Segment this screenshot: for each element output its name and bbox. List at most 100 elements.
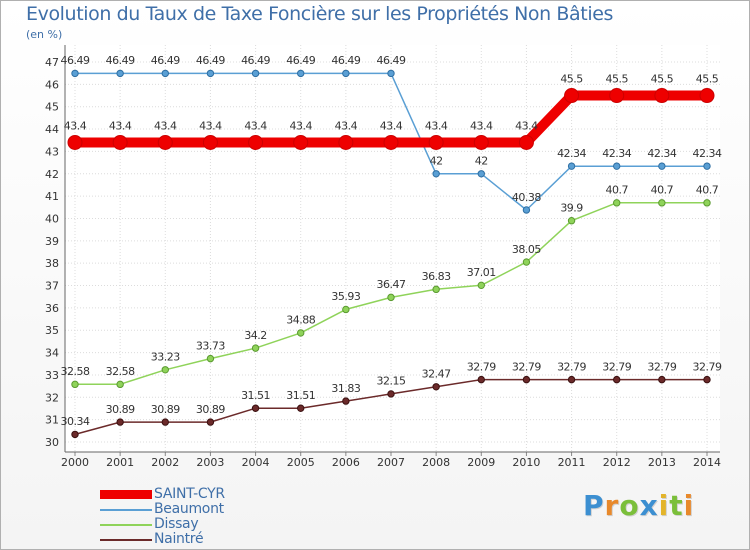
data-point-saint-cyr-2000	[67, 134, 83, 150]
data-label-dissay-2003: 33.73	[196, 339, 225, 352]
data-point-saint-cyr-2009	[473, 134, 489, 150]
x-tick-label-2004: 2004	[242, 456, 270, 469]
x-tick-label-2010: 2010	[512, 456, 540, 469]
data-point-naintre-2010	[522, 375, 531, 384]
data-label-dissay-2013: 40.7	[651, 184, 674, 197]
data-point-dissay-2008	[432, 285, 440, 294]
data-label-beaumont-2013: 42.34	[647, 147, 676, 160]
legend-swatch-saint-cyr	[100, 490, 152, 499]
data-point-beaumont-2001	[116, 69, 124, 78]
logo-letter-0: P	[583, 489, 605, 522]
data-label-naintre-2009: 32.79	[467, 360, 496, 373]
x-tick-label-2006: 2006	[332, 456, 360, 469]
y-tick-label-47: 47	[45, 56, 59, 69]
y-tick-label-42: 42	[45, 168, 59, 181]
data-label-dissay-2000: 32.58	[61, 365, 90, 378]
legend-label-beaumont: Beaumont	[154, 501, 224, 517]
axes: 30 31 32 33 34 35 36 37 38 39 40 41 42 43 44 45 46 47 2000…	[45, 45, 721, 469]
data-label-dissay-2008: 36.83	[422, 270, 451, 283]
data-label-beaumont-2005: 46.49	[286, 54, 315, 67]
data-point-naintre-2000	[71, 430, 79, 439]
data-point-dissay-2000	[71, 380, 79, 389]
data-label-dissay-2009: 37.01	[467, 266, 496, 279]
data-labels: 46.49 46.49 46.49 46.49 46.49 46.49 46.49 46.49…	[61, 54, 723, 428]
x-tick-label-2000: 2000	[61, 456, 89, 469]
data-label-beaumont-2001: 46.49	[106, 54, 135, 67]
logo-letter-5: t	[669, 489, 684, 522]
data-label-saint-cyr-2013: 45.5	[651, 73, 674, 86]
y-tick-label-34: 34	[45, 347, 59, 360]
y-tick-label-31: 31	[45, 414, 59, 427]
grid	[65, 45, 720, 452]
data-label-naintre-2007: 32.15	[377, 375, 406, 388]
data-label-naintre-2000: 30.34	[61, 415, 90, 428]
data-point-dissay-2013	[658, 199, 666, 207]
data-point-dissay-2012	[613, 199, 621, 207]
data-point-naintre-2009	[477, 375, 485, 384]
y-tick-label-35: 35	[45, 324, 59, 337]
data-point-saint-cyr-2006	[338, 134, 354, 150]
data-point-naintre-2004	[251, 404, 260, 412]
series-group	[67, 69, 715, 439]
data-point-beaumont-2010	[522, 206, 531, 214]
data-point-naintre-2001	[116, 418, 124, 426]
data-label-saint-cyr-2002: 43.4	[154, 119, 177, 132]
y-tick-label-44: 44	[45, 123, 59, 136]
data-label-saint-cyr-2005: 43.4	[289, 119, 312, 132]
data-point-dissay-2014	[703, 199, 711, 207]
y-tick-label-40: 40	[45, 212, 59, 225]
data-point-dissay-2001	[116, 380, 124, 389]
data-point-naintre-2011	[567, 375, 576, 384]
data-point-dissay-2010	[522, 258, 531, 266]
legend: SAINT-CYR Beaumont Dissay Naintré	[100, 486, 225, 547]
y-tick-label-32: 32	[45, 391, 59, 404]
data-point-naintre-2003	[206, 418, 215, 426]
data-label-naintre-2002: 30.89	[151, 403, 180, 416]
x-tick-label-2008: 2008	[422, 456, 450, 469]
data-label-dissay-2010: 38.05	[512, 243, 541, 256]
data-label-saint-cyr-2007: 43.4	[380, 119, 403, 132]
legend-swatch-beaumont	[100, 508, 152, 511]
data-label-beaumont-2009: 42	[475, 155, 488, 168]
data-point-beaumont-2012	[613, 162, 621, 170]
data-point-dissay-2005	[297, 329, 305, 337]
data-point-saint-cyr-2007	[383, 134, 399, 150]
logo-letter-2: o	[619, 489, 640, 522]
data-label-saint-cyr-2012: 45.5	[605, 73, 628, 86]
data-label-saint-cyr-2000: 43.4	[64, 119, 87, 132]
data-point-dissay-2004	[251, 344, 260, 352]
data-label-naintre-2008: 32.47	[422, 368, 451, 381]
data-point-beaumont-2000	[71, 69, 79, 78]
data-label-beaumont-2000: 46.49	[61, 54, 90, 67]
data-label-beaumont-2010: 40.38	[512, 191, 541, 204]
chart-title: Evolution du Taux de Taxe Foncière sur l…	[26, 3, 614, 25]
x-tick-label-2011: 2011	[558, 456, 586, 469]
data-point-saint-cyr-2013	[654, 88, 670, 104]
x-tick-label-2002: 2002	[151, 456, 179, 469]
data-point-beaumont-2002	[161, 69, 169, 78]
y-tick-label-38: 38	[45, 257, 59, 270]
data-point-saint-cyr-2010	[518, 134, 534, 150]
data-label-naintre-2013: 32.79	[647, 360, 676, 373]
data-point-naintre-2008	[432, 383, 440, 391]
logo-letter-4: i	[658, 489, 670, 522]
legend-label-naintre: Naintré	[154, 531, 204, 547]
legend-item-beaumont: Beaumont	[100, 501, 225, 517]
data-point-dissay-2003	[206, 354, 215, 363]
data-label-beaumont-2012: 42.34	[602, 147, 631, 160]
data-label-dissay-2005: 34.88	[286, 314, 315, 327]
data-point-beaumont-2005	[297, 69, 305, 78]
data-point-beaumont-2004	[251, 69, 260, 78]
data-label-dissay-2001: 32.58	[106, 365, 135, 378]
data-label-beaumont-2003: 46.49	[196, 54, 225, 67]
data-point-saint-cyr-2011	[564, 88, 580, 104]
data-label-dissay-2004: 34.2	[244, 329, 267, 342]
data-label-naintre-2014: 32.79	[693, 360, 722, 373]
x-tick-label-2014: 2014	[693, 456, 721, 469]
data-label-saint-cyr-2009: 43.4	[470, 119, 493, 132]
data-label-beaumont-2011: 42.34	[557, 147, 586, 160]
data-label-saint-cyr-2006: 43.4	[335, 119, 358, 132]
data-point-saint-cyr-2004	[248, 134, 264, 150]
data-point-naintre-2002	[161, 418, 169, 426]
x-tick-label-2012: 2012	[603, 456, 631, 469]
